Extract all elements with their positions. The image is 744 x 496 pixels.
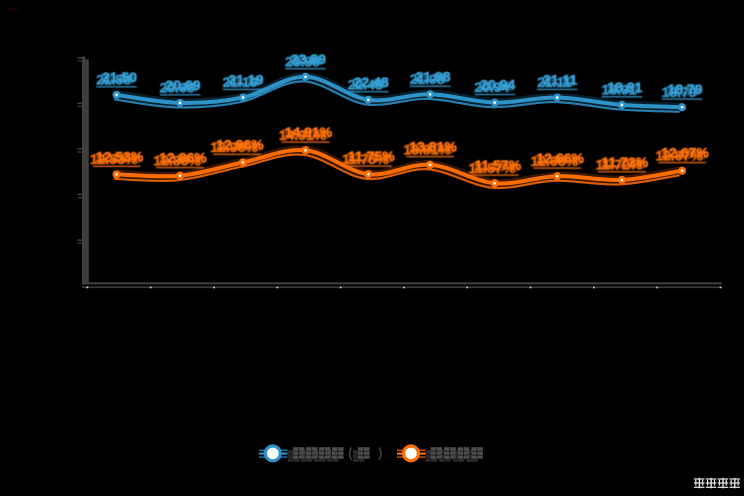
svg-text:11.57%: 11.57% [474, 157, 521, 173]
svg-text:18.79: 18.79 [665, 83, 700, 99]
svg-text:22.48: 22.48 [354, 74, 389, 90]
svg-text:21.19: 21.19 [228, 72, 263, 88]
svg-text:18.79: 18.79 [662, 84, 697, 100]
svg-text:14.91%: 14.91% [282, 126, 330, 142]
svg-text:21.11: 21.11 [543, 72, 577, 88]
svg-text:11.72%: 11.72% [596, 157, 643, 173]
svg-text:11.72%: 11.72% [599, 155, 646, 171]
svg-text:21.50: 21.50 [102, 69, 137, 85]
svg-text:11.75%: 11.75% [345, 150, 392, 166]
svg-text:18.91: 18.91 [601, 82, 636, 98]
svg-text:12.66%: 12.66% [530, 153, 578, 169]
svg-text:11.72%: 11.72% [602, 154, 649, 170]
svg-text:12.96%: 12.96% [210, 139, 258, 155]
svg-text:18.79: 18.79 [668, 81, 703, 97]
svg-text:22.48: 22.48 [351, 75, 386, 91]
svg-text:11.75%: 11.75% [348, 148, 395, 164]
svg-text:12.53%: 12.53% [90, 151, 138, 167]
svg-text:12.66%: 12.66% [534, 152, 582, 168]
svg-text:12.53%: 12.53% [93, 150, 141, 166]
svg-text:20.94: 20.94 [474, 79, 509, 95]
svg-text:12.67%: 12.67% [659, 146, 707, 162]
svg-text:21.19: 21.19 [226, 73, 261, 89]
svg-text:23.89: 23.89 [285, 53, 320, 69]
svg-text:21.98: 21.98 [413, 70, 448, 86]
svg-text:21.19: 21.19 [222, 74, 257, 90]
svg-text:20.69: 20.69 [159, 80, 194, 96]
svg-text:11.57%: 11.57% [468, 160, 515, 176]
svg-text:12.67%: 12.67% [661, 145, 709, 161]
svg-text:14.91%: 14.91% [279, 127, 327, 143]
svg-text:13.81%: 13.81% [407, 140, 455, 156]
svg-text:21.11: 21.11 [541, 73, 575, 89]
svg-text:20.94: 20.94 [480, 77, 515, 93]
svg-text:13.81%: 13.81% [409, 139, 457, 155]
svg-text:12.67%: 12.67% [655, 147, 703, 163]
svg-text:12.96%: 12.96% [216, 136, 264, 152]
svg-text:12.66%: 12.66% [536, 150, 584, 166]
svg-text:21.98: 21.98 [410, 71, 445, 87]
svg-text:23.89: 23.89 [291, 51, 326, 67]
svg-text:12.86%: 12.86% [157, 151, 205, 167]
svg-text:20.69: 20.69 [163, 78, 198, 94]
svg-text:23.89: 23.89 [288, 52, 323, 68]
svg-text:12.86%: 12.86% [159, 150, 207, 166]
svg-text:22.48: 22.48 [348, 76, 383, 92]
svg-text:21.98: 21.98 [416, 68, 451, 84]
svg-text:20.94: 20.94 [478, 78, 513, 94]
svg-text:18.91: 18.91 [607, 79, 642, 95]
svg-text:20.69: 20.69 [165, 77, 200, 93]
svg-text:12.96%: 12.96% [214, 138, 262, 154]
svg-text:12.86%: 12.86% [153, 152, 201, 168]
svg-text:21.50: 21.50 [96, 72, 131, 88]
svg-text:18.91: 18.91 [605, 80, 640, 96]
svg-text:13.81%: 13.81% [403, 141, 451, 157]
svg-text:21.50: 21.50 [100, 70, 135, 86]
svg-text:11.75%: 11.75% [342, 151, 389, 167]
svg-text:14.91%: 14.91% [285, 124, 333, 140]
svg-text:21.11: 21.11 [537, 74, 571, 90]
svg-text:12.53%: 12.53% [96, 148, 144, 164]
svg-text:11.57%: 11.57% [472, 159, 519, 175]
